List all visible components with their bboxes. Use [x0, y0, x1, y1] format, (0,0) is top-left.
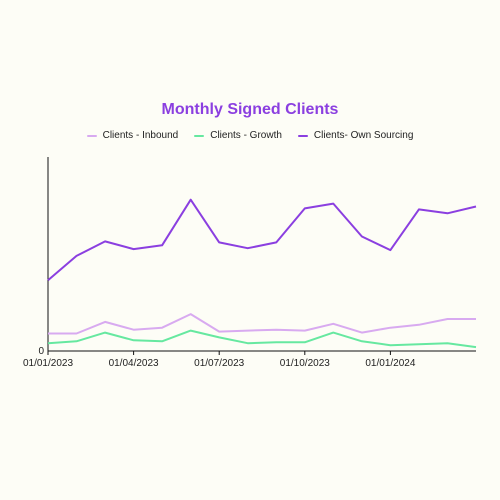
legend-label-own-sourcing: Clients- Own Sourcing	[313, 130, 414, 141]
legend-swatch-own-sourcing	[297, 134, 308, 137]
legend-swatch-inbound	[86, 134, 97, 137]
chart-axes	[47, 157, 476, 352]
x-tick-label: 01/04/2023	[109, 358, 159, 369]
legend-label-inbound: Clients - Inbound	[102, 130, 179, 141]
legend-item-own-sourcing[interactable]: Clients- Own Sourcing	[297, 130, 414, 141]
series-line-clients-inbound	[48, 313, 476, 335]
x-tick-label: 01/01/2024	[365, 358, 415, 369]
x-tick-label: 01/01/2023	[23, 358, 73, 369]
legend-item-growth[interactable]: Clients - Growth	[194, 130, 282, 141]
x-tick-label: 01/07/2023	[194, 358, 244, 369]
x-tick-label: 01/10/2023	[280, 358, 330, 369]
series-line-clients-own-sourcing	[47, 198, 477, 281]
tick-layer: 01/01/2023 01/04/2023 01/07/2023 01/10/2023…	[23, 346, 416, 369]
series-line-clients-growth	[47, 329, 477, 349]
chart-legend: Clients - Inbound Clients - Growth Clien…	[0, 130, 500, 141]
legend-item-inbound[interactable]: Clients - Inbound	[86, 130, 179, 141]
series-layer	[47, 198, 477, 349]
chart-title: Monthly Signed Clients	[161, 101, 339, 118]
legend-label-growth: Clients - Growth	[210, 130, 282, 141]
y-tick-label: 0	[38, 346, 44, 357]
legend-swatch-growth	[194, 134, 205, 137]
